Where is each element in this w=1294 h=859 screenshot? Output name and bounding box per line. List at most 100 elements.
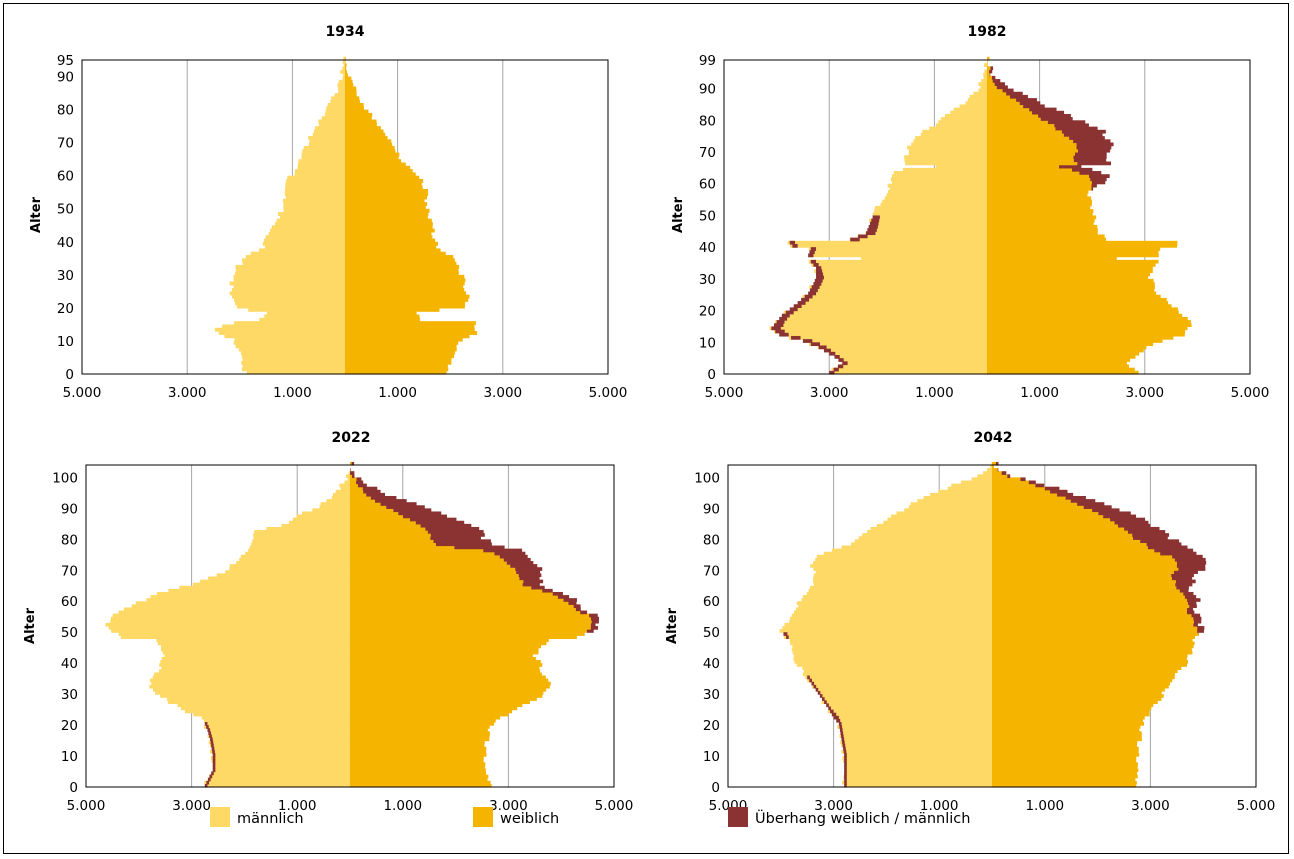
bar-male-age-11 [224,334,345,339]
bar-female-age-14 [345,324,475,329]
bar-male-excess-age-17 [840,731,844,735]
bar-male-age-68 [216,573,350,578]
bar-surplus-age-69 [516,570,541,574]
bar-surplus-age-80 [1133,536,1168,540]
bar-female-age-66 [345,152,400,157]
bar-male-age-64 [902,167,987,172]
bar-female-age-63 [345,162,406,167]
bar-female-age-43 [992,650,1193,655]
bar-male-age-92 [981,79,987,83]
bar-male-age-68 [303,145,345,150]
bar-female-age-82 [350,530,428,534]
bar-surplus-age-71 [1076,145,1112,150]
bar-male-age-67 [813,576,992,581]
bar-male-age-42 [849,237,987,242]
bar-female-age-36 [350,672,542,677]
bar-surplus-age-97 [357,483,367,488]
bar-female-age-47 [345,215,428,220]
bar-female-age-54 [987,199,1093,204]
bar-female-age-24 [345,291,467,296]
bar-male-excess-age-18 [207,728,211,732]
bar-female-age-95 [345,56,346,61]
bar-female-age-19 [992,725,1141,729]
bar-male-age-46 [157,641,350,646]
bar-male-age-47 [156,638,350,643]
bar-surplus-age-59 [568,601,577,605]
bar-female-age-40 [350,660,541,664]
bar-female-age-81 [350,533,431,537]
bar-surplus-age-73 [1174,557,1206,562]
bar-male-age-63 [808,588,992,593]
bar-female-age-19 [987,310,1179,315]
bar-female-age-6 [987,351,1140,356]
bar-male-excess-age-49 [872,215,880,220]
bar-female-age-37 [345,248,441,253]
bar-male-age-86 [338,86,345,91]
bar-female-age-37 [987,253,1159,258]
y-tick-label: 20 [61,718,78,734]
bar-male-age-6 [846,765,992,770]
bar-male-age-21 [795,304,987,308]
x-tick-label: 5.000 [63,385,102,401]
x-tick-label: 3.000 [483,385,522,401]
bar-male-excess-age-24 [804,294,813,299]
bar-female-age-67 [350,576,520,581]
x-tick-label: 5.000 [67,798,106,814]
legend-swatch-surplus [728,807,748,827]
bar-female-age-93 [992,495,1066,500]
bar-female-age-68 [345,145,395,150]
bar-male-excess-age-1 [844,780,847,785]
bar-surplus-age-87 [1103,514,1137,519]
bar-female-age-22 [987,301,1169,305]
bar-male-excess-age-31 [816,272,824,277]
bar-male-age-66 [200,579,350,584]
bar-surplus-age-68 [518,573,542,578]
bar-female-age-11 [350,749,487,754]
bar-surplus-age-98 [356,480,364,485]
bar-female-age-63 [992,588,1180,593]
bar-male-age-26 [811,288,987,293]
x-tick-label: 3.000 [1131,798,1170,814]
bar-female-age-64 [987,167,1073,172]
plot-border [727,464,1257,788]
bar-male-excess-age-10 [844,752,847,757]
bar-male-age-72 [813,561,992,565]
bar-female-age-65 [345,155,399,160]
bar-male-age-10 [844,752,992,757]
bar-female-age-71 [345,136,388,140]
bar-surplus-age-71 [510,564,538,568]
bar-male-age-60 [294,172,345,177]
bar-male-age-27 [821,700,992,705]
y-tick-label: 100 [52,470,78,486]
bar-male-age-35 [152,675,350,680]
bar-male-age-65 [935,164,987,169]
bar-female-age-82 [345,99,360,104]
bar-male-age-73 [913,139,987,144]
bar-surplus-age-65 [1175,582,1193,587]
x-tick-label: 3.000 [810,385,849,401]
bar-female-age-78 [987,123,1055,128]
bar-male-age-43 [270,228,345,233]
bar-female-age-16 [345,317,421,322]
bar-male-age-64 [809,585,992,590]
bar-female-age-92 [987,79,993,83]
bar-male-age-51 [782,626,992,630]
bar-female-age-94 [987,72,990,77]
bar-male-excess-age-5 [212,768,216,773]
bar-surplus-age-82 [1032,110,1065,115]
bar-male-age-1 [831,367,987,372]
bar-male-excess-age-40 [792,243,798,248]
bar-male-age-69 [225,570,350,574]
bar-surplus-age-85 [415,520,465,525]
bar-male-age-19 [248,307,345,312]
bar-male-age-87 [969,94,987,99]
bar-male-age-44 [791,647,992,652]
bar-male-age-49 [873,215,987,220]
bar-female-age-23 [350,712,509,717]
bar-female-age-34 [992,678,1173,683]
bar-male-excess-age-9 [844,756,847,760]
bar-female-age-50 [350,629,587,633]
bar-male-age-2 [207,777,350,782]
bar-male-age-1 [204,780,350,785]
bar-surplus-age-86 [409,517,457,522]
